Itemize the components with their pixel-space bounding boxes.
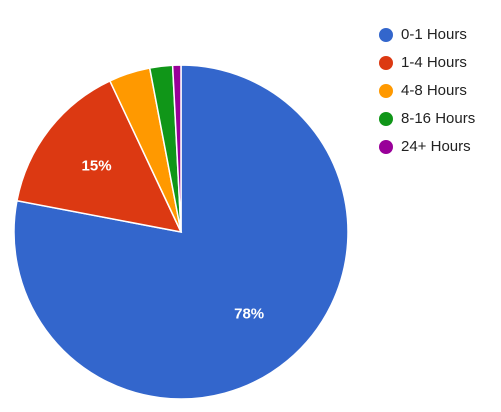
slice-label: 15% — [82, 157, 112, 174]
pie-slice — [171, 64, 182, 233]
legend-swatch — [379, 112, 393, 126]
legend-swatch — [379, 140, 393, 154]
slice-label: 78% — [234, 305, 264, 322]
legend-label: 4-8 Hours — [401, 82, 467, 99]
legend-label: 1-4 Hours — [401, 54, 467, 71]
legend-label: 0-1 Hours — [401, 26, 467, 43]
legend-swatch — [379, 28, 393, 42]
pie-slice — [13, 64, 349, 400]
legend-swatch — [379, 56, 393, 70]
legend-label: 24+ Hours — [401, 138, 471, 155]
legend-label: 8-16 Hours — [401, 110, 475, 127]
pie-slice — [16, 79, 183, 234]
legend-swatch — [379, 84, 393, 98]
